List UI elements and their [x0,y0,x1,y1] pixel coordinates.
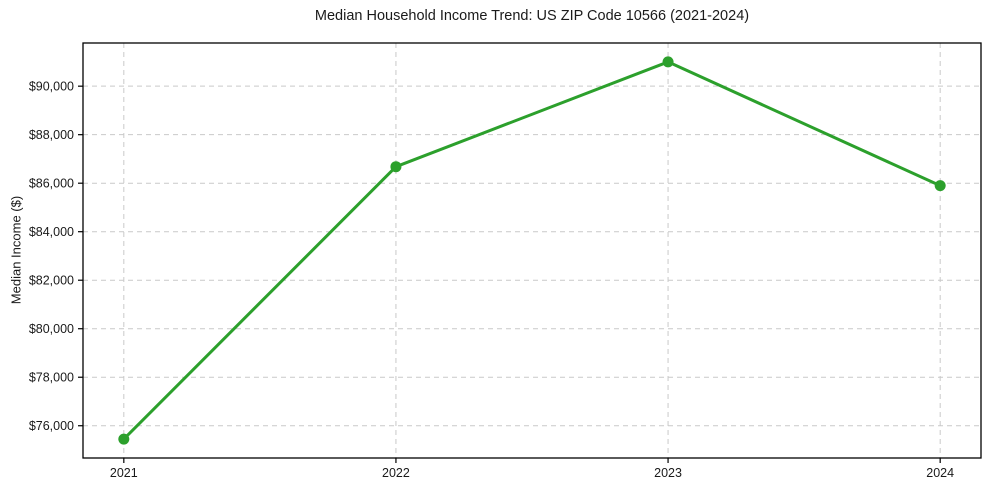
y-tick-label: $88,000 [29,128,74,142]
y-tick-label: $76,000 [29,419,74,433]
y-axis-label: Median Income ($) [8,195,24,305]
chart-title: Median Household Income Trend: US ZIP Co… [314,8,750,24]
x-tick-label: 2021 [110,466,138,480]
y-tick-label: $78,000 [29,371,74,385]
y-tick-label: $84,000 [29,225,74,239]
y-tick-label: $80,000 [29,322,74,336]
data-point-2022 [390,161,402,173]
y-tick-label: $86,000 [29,177,74,191]
x-tick-label: 2023 [654,466,682,480]
y-tick-label: $82,000 [29,274,74,288]
y-tick-label: $90,000 [29,80,74,94]
data-point-2023 [662,56,674,68]
plot-border [82,42,982,459]
x-tick-label: 2024 [926,466,954,480]
trend-line [122,60,942,441]
data-point-2024 [934,180,946,192]
x-tick-label: 2022 [382,466,410,480]
data-point-2021 [118,433,130,445]
